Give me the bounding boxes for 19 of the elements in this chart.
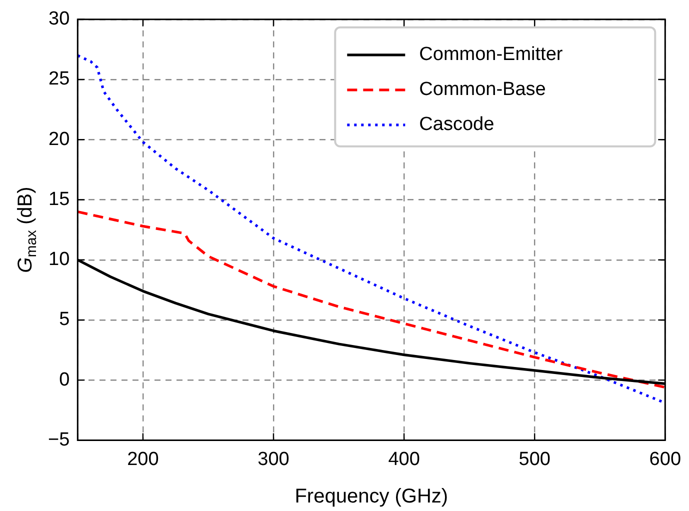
y-tick-label: −5 bbox=[48, 429, 70, 450]
legend-label: Common-Base bbox=[419, 79, 546, 100]
x-tick-label: 200 bbox=[127, 448, 159, 470]
y-tick-label: 30 bbox=[48, 8, 70, 30]
legend-label: Common-Emitter bbox=[419, 44, 564, 66]
line-series bbox=[78, 210, 666, 389]
y-tick-label: 5 bbox=[59, 309, 70, 330]
y-tick-label: 20 bbox=[48, 128, 70, 150]
x-tick-label: 500 bbox=[518, 448, 550, 470]
x-axis-title: Frequency (GHz) bbox=[294, 486, 448, 508]
x-tick-label: 600 bbox=[649, 448, 681, 470]
x-tick-label: 400 bbox=[388, 448, 420, 470]
y-tick-label: 10 bbox=[48, 249, 70, 270]
y-tick-label: 15 bbox=[48, 188, 70, 210]
y-tick-label: 25 bbox=[48, 68, 70, 90]
y-tick-label: 0 bbox=[59, 369, 70, 390]
legend-label: Cascode bbox=[419, 114, 494, 136]
x-tick-label: 300 bbox=[258, 448, 290, 470]
y-axis-title: Gmax (dB) bbox=[14, 186, 40, 273]
